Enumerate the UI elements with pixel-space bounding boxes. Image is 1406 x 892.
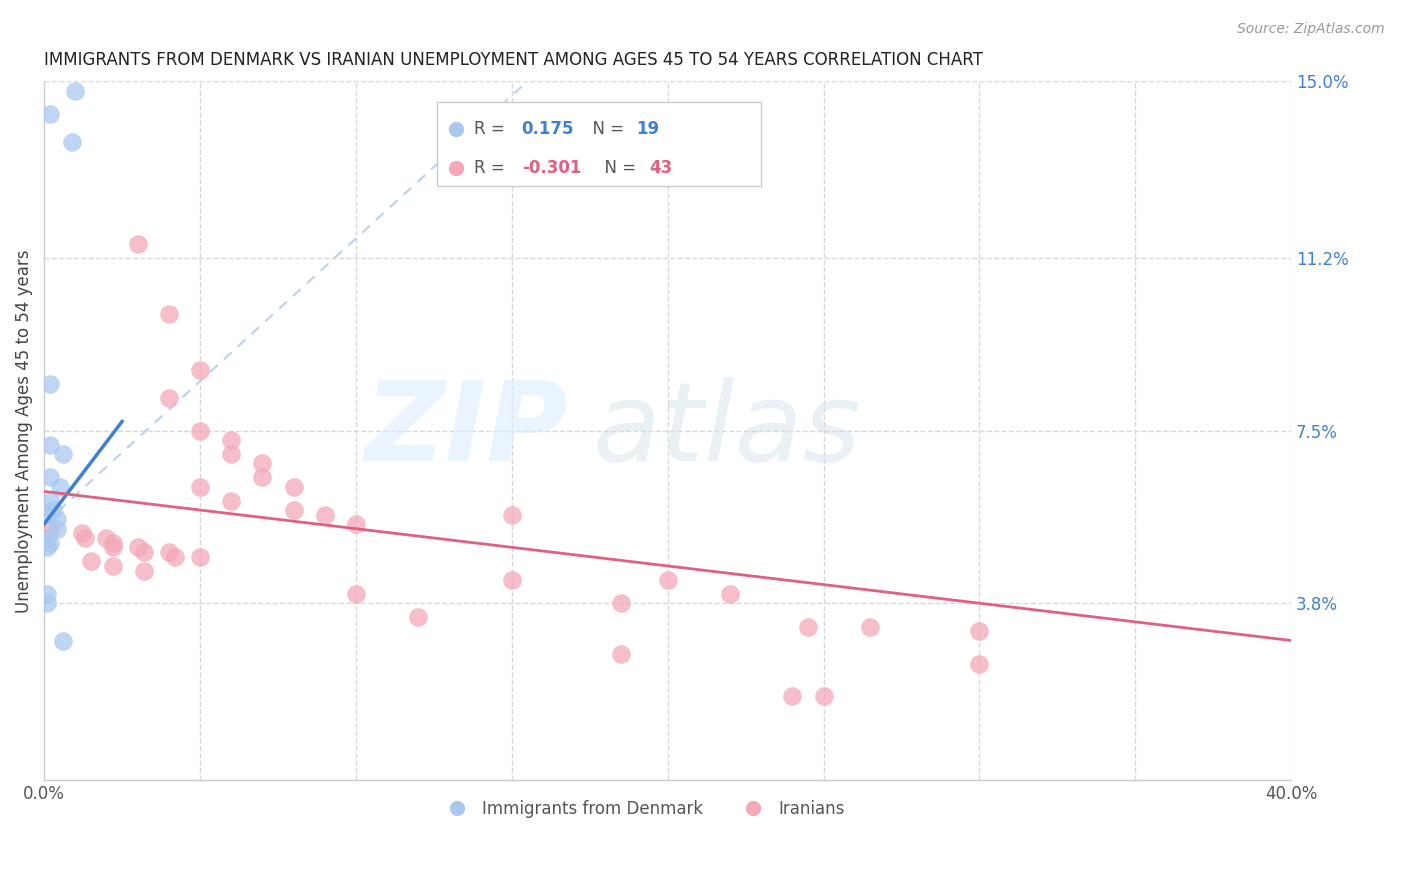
Point <box>37 531 59 545</box>
Point <box>80 554 103 568</box>
Text: atlas: atlas <box>593 377 862 484</box>
Point <box>219 433 242 447</box>
Point <box>73 531 96 545</box>
Point <box>314 508 336 522</box>
Y-axis label: Unemployment Among Ages 45 to 54 years: Unemployment Among Ages 45 to 54 years <box>15 249 32 613</box>
Point <box>157 307 180 321</box>
Point <box>70 526 93 541</box>
Point <box>39 438 62 452</box>
Point <box>813 690 835 704</box>
Point <box>39 535 62 549</box>
Point <box>657 573 679 587</box>
Text: IMMIGRANTS FROM DENMARK VS IRANIAN UNEMPLOYMENT AMONG AGES 45 TO 54 YEARS CORREL: IMMIGRANTS FROM DENMARK VS IRANIAN UNEMP… <box>44 51 983 69</box>
Point <box>39 493 62 508</box>
Point <box>127 237 149 252</box>
Point <box>782 690 804 704</box>
Point <box>65 84 87 98</box>
Point <box>219 447 242 461</box>
Point <box>188 480 211 494</box>
Point <box>344 516 367 531</box>
Text: N =: N = <box>595 159 641 177</box>
Text: 0.175: 0.175 <box>522 120 574 138</box>
Text: Source: ZipAtlas.com: Source: ZipAtlas.com <box>1237 22 1385 37</box>
Point <box>45 522 67 536</box>
Point <box>797 619 820 633</box>
Point <box>406 610 429 624</box>
Point <box>283 503 305 517</box>
Point <box>219 493 242 508</box>
Point <box>39 107 62 121</box>
Point <box>188 363 211 377</box>
Text: ZIP: ZIP <box>364 377 568 484</box>
Point <box>37 596 59 610</box>
Point <box>859 619 882 633</box>
Text: N =: N = <box>582 120 628 138</box>
FancyBboxPatch shape <box>437 103 761 186</box>
Point <box>39 470 62 484</box>
Point <box>969 657 991 671</box>
Point <box>188 549 211 564</box>
Point <box>718 587 741 601</box>
Point <box>610 596 633 610</box>
Point <box>37 508 59 522</box>
Point <box>37 587 59 601</box>
Point <box>101 558 124 573</box>
Point <box>969 624 991 639</box>
Point <box>96 531 118 545</box>
Point <box>132 545 155 559</box>
Point <box>39 522 62 536</box>
Point <box>501 573 523 587</box>
Text: 19: 19 <box>637 120 659 138</box>
Point <box>48 480 70 494</box>
Point <box>101 541 124 555</box>
Point <box>501 508 523 522</box>
Point <box>39 377 62 392</box>
Legend: Immigrants from Denmark, Iranians: Immigrants from Denmark, Iranians <box>434 793 852 824</box>
Point <box>344 587 367 601</box>
Point <box>45 512 67 526</box>
Point <box>157 545 180 559</box>
Point <box>252 457 274 471</box>
Point <box>157 391 180 405</box>
Point <box>101 535 124 549</box>
Point <box>132 564 155 578</box>
Text: R =: R = <box>474 159 510 177</box>
Text: -0.301: -0.301 <box>522 159 581 177</box>
Point <box>42 503 65 517</box>
Point <box>188 424 211 438</box>
Text: 43: 43 <box>650 159 672 177</box>
Point <box>37 541 59 555</box>
Point <box>283 480 305 494</box>
Point <box>60 135 83 149</box>
Text: R =: R = <box>474 120 510 138</box>
Point <box>52 447 75 461</box>
Point <box>165 549 187 564</box>
Point <box>610 648 633 662</box>
Point <box>52 633 75 648</box>
Point <box>252 470 274 484</box>
Point <box>127 541 149 555</box>
